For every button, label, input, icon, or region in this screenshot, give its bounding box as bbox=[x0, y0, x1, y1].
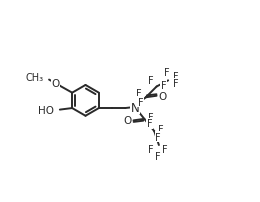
Text: F: F bbox=[148, 144, 154, 154]
Text: O: O bbox=[51, 78, 59, 88]
Text: O: O bbox=[159, 91, 167, 101]
Text: N: N bbox=[131, 101, 139, 114]
Text: HO: HO bbox=[38, 105, 54, 115]
Text: F: F bbox=[148, 112, 154, 122]
Text: F: F bbox=[138, 97, 143, 107]
Text: F: F bbox=[136, 88, 142, 98]
Text: F: F bbox=[154, 151, 160, 161]
Text: F: F bbox=[173, 71, 179, 81]
Text: F: F bbox=[147, 119, 152, 129]
Text: F: F bbox=[161, 81, 166, 90]
Text: F: F bbox=[158, 124, 164, 134]
Text: F: F bbox=[173, 79, 179, 89]
Text: F: F bbox=[148, 76, 154, 86]
Text: F: F bbox=[155, 132, 161, 142]
Text: F: F bbox=[164, 67, 170, 78]
Text: F: F bbox=[162, 144, 168, 154]
Text: O: O bbox=[123, 116, 132, 126]
Text: CH₃: CH₃ bbox=[25, 73, 44, 83]
